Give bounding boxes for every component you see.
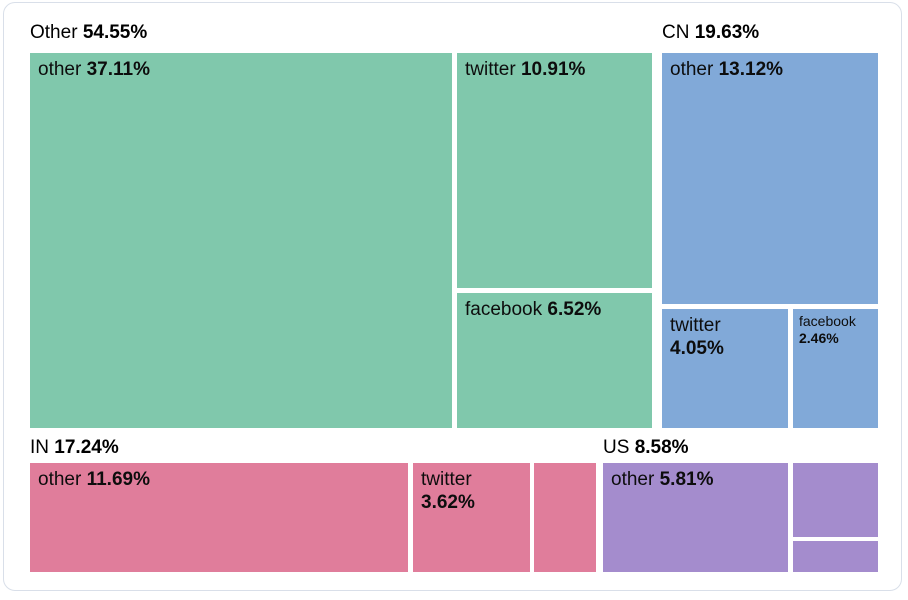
group-name: Other xyxy=(30,22,78,43)
cell-value: 37.11% xyxy=(86,59,150,80)
group-value: 54.55% xyxy=(82,22,148,43)
cell-value: 11.69% xyxy=(86,469,150,490)
cell-name: facebook xyxy=(465,299,543,320)
cell-name: facebook xyxy=(799,313,856,329)
group-label-cn: CN 19.63% xyxy=(662,21,759,45)
cell-in-twitter[interactable]: twitter 3.62% xyxy=(413,463,530,572)
cell-other-other[interactable]: other 37.11% xyxy=(30,53,452,428)
group-value: 17.24% xyxy=(54,437,119,458)
cell-value: 5.81% xyxy=(659,469,714,490)
cell-value: 10.91% xyxy=(520,59,586,80)
group-label-other: Other 54.55% xyxy=(30,21,147,45)
cell-name: other xyxy=(38,59,82,80)
cell-value: 4.05% xyxy=(670,338,724,359)
group-value: 8.58% xyxy=(634,437,689,458)
cell-value: 13.12% xyxy=(718,59,784,80)
group-label-us: US 8.58% xyxy=(603,436,689,460)
cell-name: other xyxy=(611,469,655,490)
cell-us-unlabeled-1[interactable] xyxy=(793,463,878,537)
cell-cn-twitter[interactable]: twitter 4.05% xyxy=(662,309,788,428)
cell-other-facebook[interactable]: facebook 6.52% xyxy=(457,293,652,428)
group-value: 19.63% xyxy=(694,22,760,43)
cell-in-other[interactable]: other 11.69% xyxy=(30,463,408,572)
group-name: IN xyxy=(30,437,49,458)
cell-name: other xyxy=(670,59,714,80)
cell-value: 3.62% xyxy=(421,492,475,513)
cell-cn-other[interactable]: other 13.12% xyxy=(662,53,878,304)
cell-other-twitter[interactable]: twitter 10.91% xyxy=(457,53,652,288)
group-name: CN xyxy=(662,22,690,43)
cell-value: 6.52% xyxy=(547,299,602,320)
cell-name: other xyxy=(38,469,82,490)
cell-in-unlabeled[interactable] xyxy=(534,463,596,572)
cell-us-unlabeled-2[interactable] xyxy=(793,541,878,572)
cell-name: twitter xyxy=(421,469,472,490)
group-label-in: IN 17.24% xyxy=(30,436,119,460)
cell-us-other[interactable]: other 5.81% xyxy=(603,463,788,572)
cell-name: twitter xyxy=(465,59,516,80)
cell-cn-facebook[interactable]: facebook 2.46% xyxy=(793,309,878,428)
cell-name: twitter xyxy=(670,315,721,336)
group-name: US xyxy=(603,437,630,458)
cell-value: 2.46% xyxy=(799,330,839,346)
